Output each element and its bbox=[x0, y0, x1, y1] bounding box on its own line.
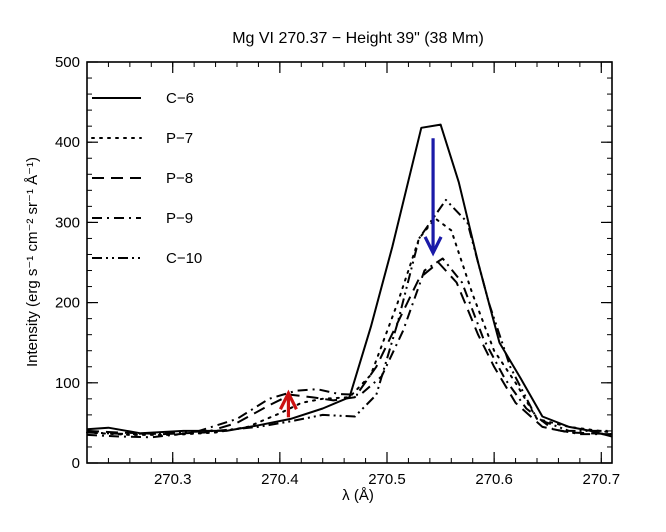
legend-label: P−9 bbox=[166, 210, 193, 227]
axes: 270.3 270.4 270.5 270.6 270.7 0 100 200 300 400 50… bbox=[55, 54, 620, 488]
annotation-arrow-head bbox=[423, 236, 443, 257]
y-tick-label: 100 bbox=[55, 375, 80, 392]
series-line-p9 bbox=[86, 257, 612, 439]
x-tick-label: 270.7 bbox=[583, 471, 621, 488]
chart-title: Mg VI 270.37 − Height 39" (38 Mm) bbox=[232, 30, 484, 47]
y-tick-label: 0 bbox=[72, 455, 80, 472]
series-line-p7 bbox=[86, 217, 613, 436]
annotations-layer bbox=[278, 138, 443, 418]
y-tick-label: 200 bbox=[55, 295, 80, 312]
y-tick-label: 400 bbox=[55, 134, 80, 151]
x-tick-label: 270.3 bbox=[154, 471, 192, 488]
legend-label: P−8 bbox=[166, 170, 193, 187]
series-layer bbox=[86, 123, 613, 439]
legend-label: P−7 bbox=[166, 130, 193, 147]
x-tick-label: 270.5 bbox=[368, 471, 406, 488]
x-tick-label: 270.6 bbox=[475, 471, 513, 488]
legend-label: C−10 bbox=[166, 250, 202, 267]
y-axis-label: Intensity (erg s⁻¹ cm⁻² sr⁻¹ Å⁻¹) bbox=[24, 157, 41, 367]
legend-label: C−6 bbox=[166, 90, 194, 107]
annotation-arrow-head bbox=[278, 389, 298, 410]
y-tick-label: 500 bbox=[55, 54, 80, 71]
series-line-p8 bbox=[86, 261, 613, 436]
x-tick-label: 270.4 bbox=[261, 471, 299, 488]
plot-frame bbox=[86, 61, 613, 464]
x-axis-label: λ (Å) bbox=[342, 487, 374, 504]
y-tick-label: 300 bbox=[55, 214, 80, 231]
legend: C−6 P−7 P−8 P−9 C−10 bbox=[91, 90, 202, 267]
